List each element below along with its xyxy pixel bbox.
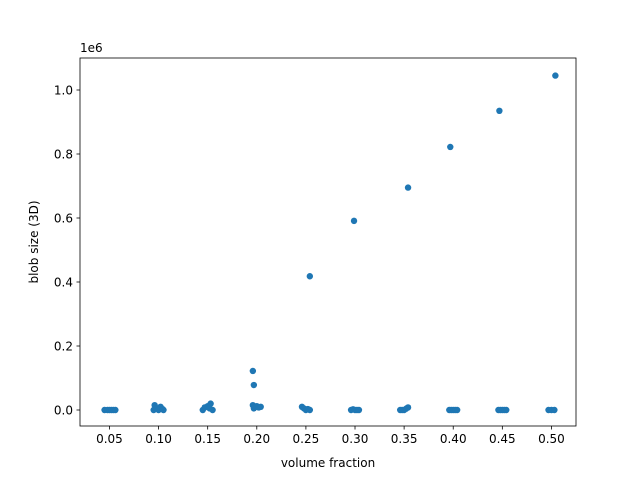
x-tick-label: 0.50 [538,432,565,446]
data-point [249,367,257,375]
x-tick-label: 0.45 [489,432,516,446]
x-axis-label: volume fraction [281,456,375,470]
data-point [112,406,119,414]
data-point [453,406,461,414]
data-point [404,184,412,191]
y-tick-label: 0.8 [54,147,73,161]
y-tick-label: 1.0 [54,83,73,97]
x-tick-label: 0.35 [391,432,418,446]
data-point [552,72,559,79]
data-point [355,406,363,414]
data-point [250,381,258,389]
x-tick-label: 0.15 [194,432,221,446]
data-points [101,72,559,414]
y-tick-label: 0.0 [54,403,73,417]
data-point [209,406,216,414]
y-axis-label: blob size (3D) [27,200,41,283]
data-point [350,217,358,225]
x-tick-label: 0.25 [293,432,320,446]
x-axis-ticks: 0.05 0.10 0.15 0.20 0.25 0.30 0.35 0.40 0.45 0.50 [96,426,565,446]
data-point [447,143,454,151]
data-point [207,400,214,407]
y-tick-label: 0.2 [54,339,73,353]
y-axis-ticks: 0.0 0.2 0.4 0.6 0.8 1.0 [54,83,80,417]
data-point [551,406,558,414]
x-tick-label: 0.10 [145,432,172,446]
data-point [160,406,167,414]
y-tick-label: 0.6 [54,211,73,225]
x-tick-label: 0.40 [440,432,467,446]
axes-frame [79,57,577,427]
y-tick-label: 0.4 [54,275,73,289]
y-offset-label: 1e6 [80,41,103,55]
data-point [404,404,412,411]
data-point [503,406,510,414]
data-point [257,403,264,410]
x-tick-label: 0.20 [243,432,270,446]
data-point [306,406,314,414]
data-point [496,107,503,115]
data-point [306,273,314,280]
x-tick-label: 0.05 [96,432,123,446]
x-tick-label: 0.30 [342,432,369,446]
